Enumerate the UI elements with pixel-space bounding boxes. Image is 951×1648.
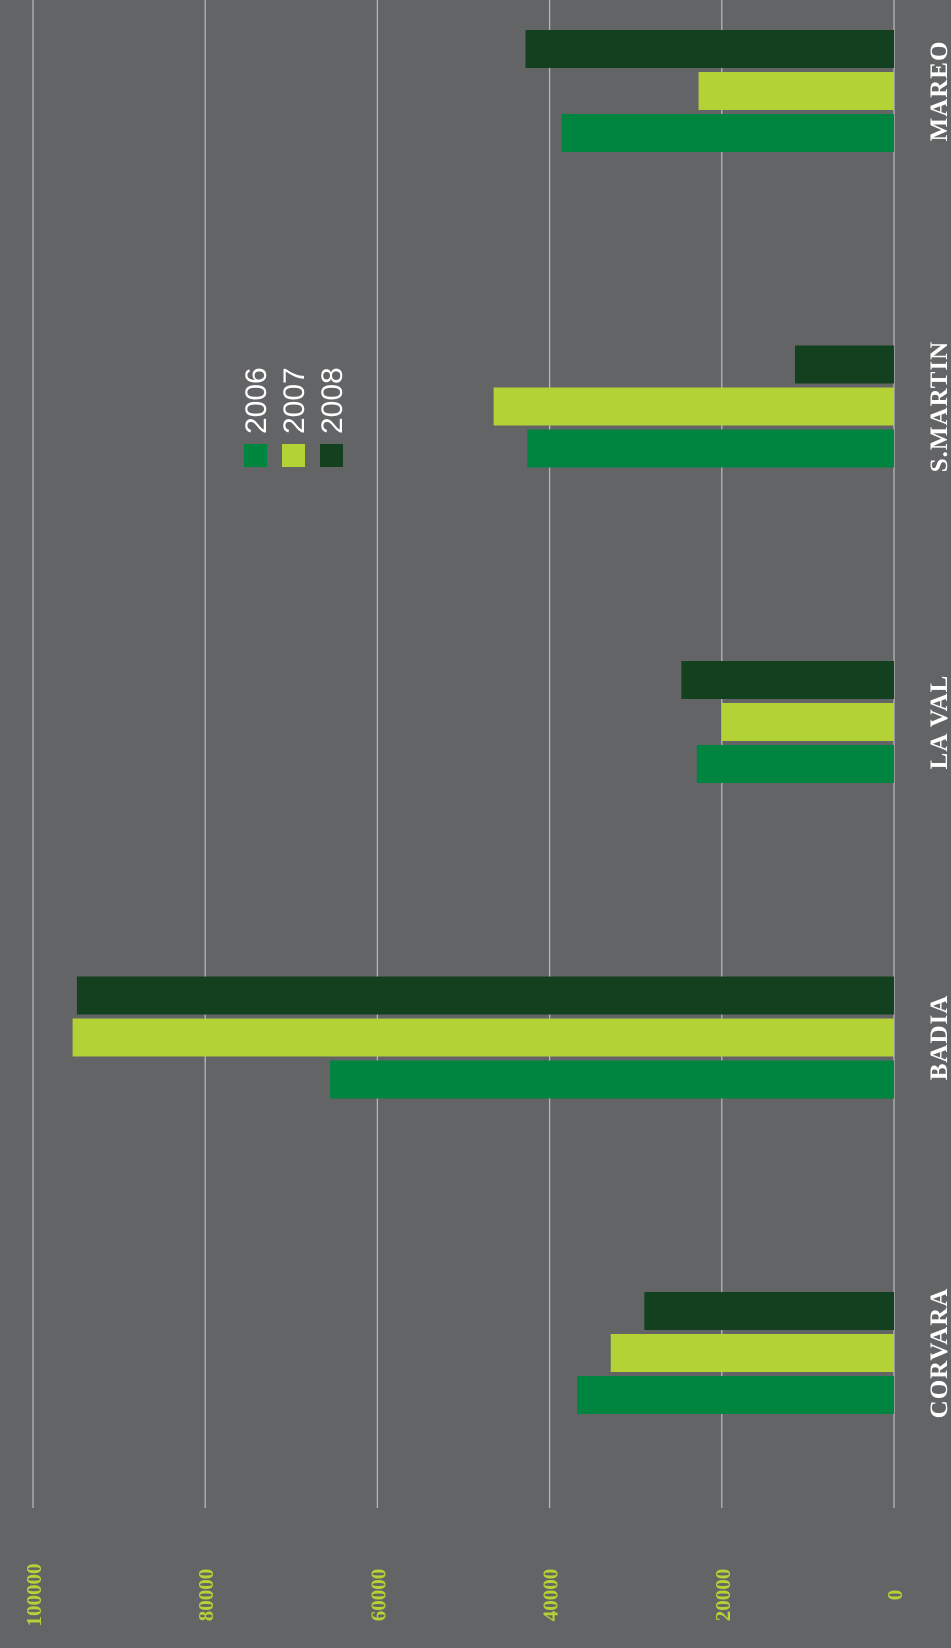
bar-mareo-2006 <box>561 114 894 152</box>
legend-label-2006: 2006 <box>240 367 273 434</box>
bar-badia-2007 <box>72 1018 894 1057</box>
bar-la-val-2008 <box>681 661 894 699</box>
tick-label-0: 0 <box>883 1590 907 1601</box>
category-label-badia: BADIA <box>926 995 951 1081</box>
bar-mareo-2007 <box>698 72 894 110</box>
legend-swatch-2007 <box>282 444 305 467</box>
bar-mareo-2008 <box>525 30 894 68</box>
tick-label-40000: 40000 <box>539 1569 563 1622</box>
category-label-s-martin: S.MARTIN <box>926 341 951 472</box>
bar-badia-2006 <box>330 1060 894 1099</box>
category-label-la-val: LA VAL <box>926 675 951 770</box>
bar-s-martin-2008 <box>794 345 894 384</box>
tick-label-20000: 20000 <box>711 1569 735 1622</box>
legend-swatch-2008 <box>320 444 343 467</box>
bar-s-martin-2006 <box>527 429 894 468</box>
legend-swatch-2006 <box>244 444 267 467</box>
tick-label-80000: 80000 <box>194 1569 218 1622</box>
value-axis-ticks: 0 20000 40000 60000 80000 100000 <box>22 1564 907 1627</box>
tick-label-100000: 100000 <box>22 1564 46 1627</box>
bar-corvara-2007 <box>610 1334 894 1372</box>
legend-label-2007: 2007 <box>278 367 311 434</box>
bar-corvara-2008 <box>644 1292 894 1330</box>
category-label-mareo: MAREO <box>926 41 951 142</box>
bar-badia-2008 <box>76 976 894 1015</box>
bar-la-val-2006 <box>696 745 894 783</box>
category-label-corvara: CORVARA <box>926 1288 951 1419</box>
gridlines <box>32 0 895 1508</box>
bar-s-martin-2007 <box>493 387 894 426</box>
bars <box>72 30 894 1414</box>
bar-corvara-2006 <box>577 1376 894 1414</box>
tick-label-60000: 60000 <box>366 1569 390 1622</box>
bar-la-val-2007 <box>721 703 894 741</box>
category-axis-labels: CORVARA BADIA LA VAL S.MARTIN MAREO <box>926 41 951 1419</box>
legend-label-2008: 2008 <box>316 367 349 434</box>
legend: 2006 2007 2008 <box>240 367 349 467</box>
